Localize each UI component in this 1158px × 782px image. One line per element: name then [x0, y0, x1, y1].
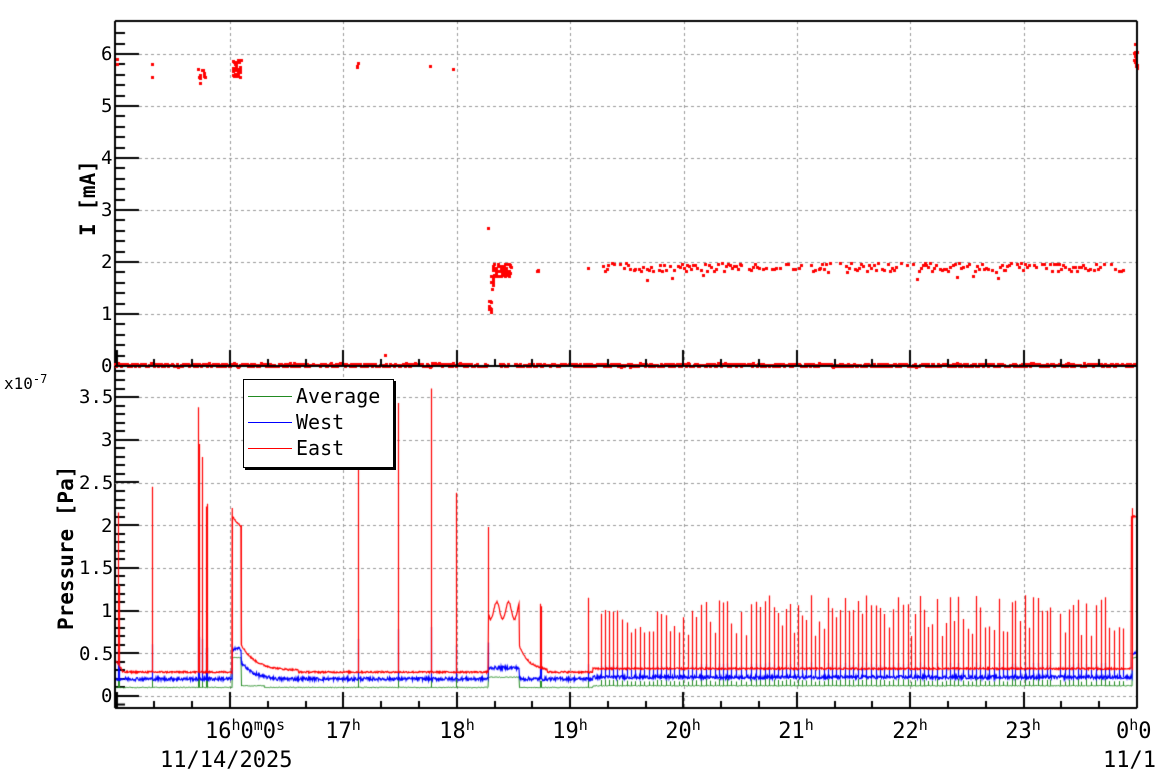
legend-item-west: West	[248, 410, 344, 434]
x-tick-20h: 20h	[665, 716, 701, 744]
top-y-axis-label: I [mA]	[76, 160, 100, 236]
x-tick-18h: 18h	[439, 716, 475, 744]
bottom-y-tick: 3.5	[79, 386, 114, 408]
x-tick-0h: 0h0	[1116, 716, 1152, 744]
legend-item-east: East	[248, 436, 344, 460]
top-y-tick: 3	[101, 199, 113, 221]
legend-label: Average	[296, 384, 381, 408]
pressure-multiplier: x10-7	[4, 372, 48, 393]
bottom-y-tick: 0.5	[79, 643, 114, 665]
top-y-tick: 4	[101, 147, 113, 169]
bottom-y-tick: 2	[101, 515, 113, 537]
x-tick-22h: 22h	[892, 716, 928, 744]
legend-item-average: Average	[248, 384, 380, 408]
legend-swatch-west	[248, 421, 292, 423]
top-y-tick: 2	[101, 251, 113, 273]
top-y-tick: 0	[101, 355, 113, 377]
top-y-tick: 6	[101, 43, 113, 65]
top-y-tick: 1	[101, 303, 113, 325]
legend-swatch-east	[248, 447, 292, 449]
legend-swatch-average	[248, 395, 292, 397]
x-date-end: 11/1	[1103, 748, 1156, 773]
legend-label: East	[296, 436, 345, 460]
x-tick-23h: 23h	[1005, 716, 1041, 744]
x-date-start: 11/14/2025	[160, 748, 293, 773]
x-tick-17h: 17h	[325, 716, 361, 744]
x-tick-21h: 21h	[778, 716, 814, 744]
legend: Average West East	[243, 379, 394, 468]
x-tick-19h: 19h	[552, 716, 588, 744]
bottom-y-tick: 1	[101, 600, 113, 622]
x-tick-16h: 16h0m0s	[204, 716, 286, 744]
bottom-y-tick: 0	[101, 685, 113, 707]
top-y-tick: 5	[101, 95, 113, 117]
bottom-y-tick: 3	[101, 429, 113, 451]
bottom-y-tick: 2.5	[79, 472, 114, 494]
bottom-y-axis-label: Pressure [Pa]	[54, 465, 78, 630]
legend-label: West	[296, 410, 345, 434]
bottom-y-tick: 1.5	[79, 557, 114, 579]
